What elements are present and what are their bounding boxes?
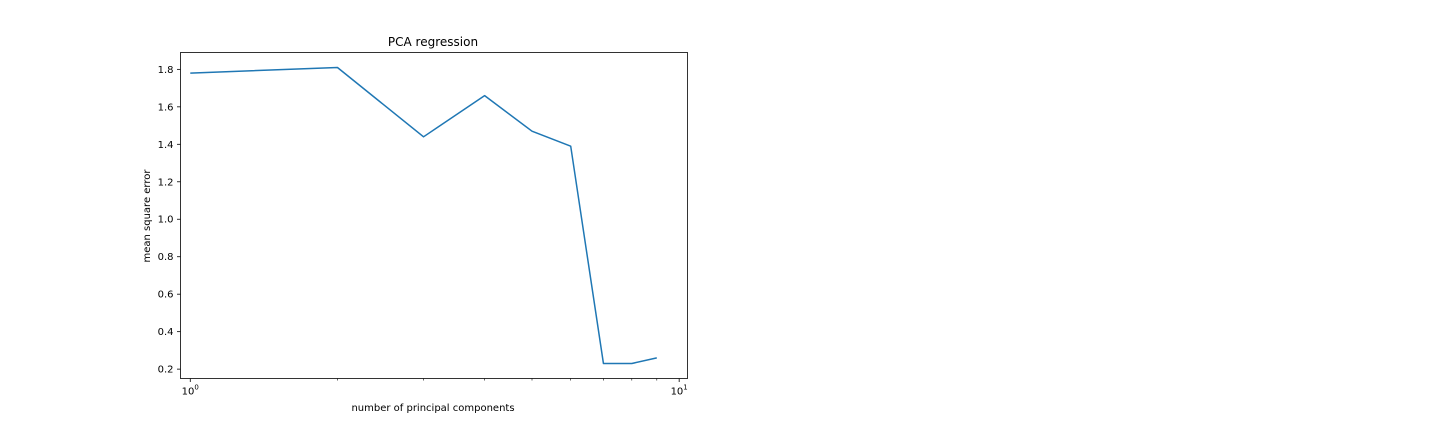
y-tick-label: 0.4	[158, 327, 174, 338]
y-axis-label: mean square error	[142, 169, 153, 263]
plot-area-frame	[180, 52, 688, 379]
x-tick-label: 100	[182, 384, 199, 398]
y-tick-label: 1.0	[158, 215, 174, 226]
x-axis-label: number of principal components	[351, 403, 514, 414]
series-line-mse	[190, 66, 657, 365]
y-tick-label: 1.6	[158, 102, 174, 113]
y-tick-label: 1.2	[158, 177, 174, 188]
y-tick-label: 0.6	[158, 290, 174, 301]
x-tick-label: 101	[671, 384, 688, 398]
chart-title: PCA regression	[388, 35, 478, 49]
y-tick-label: 1.4	[158, 140, 174, 151]
y-axis-ticks: 0.2 0.4 0.6 0.8 1.0 1.2 1.4 1.6 1.8	[158, 65, 181, 376]
y-tick-label: 0.2	[158, 365, 174, 376]
y-tick-label: 0.8	[158, 252, 174, 263]
x-axis-ticks: 100 101	[182, 378, 688, 398]
y-tick-label: 1.8	[158, 65, 174, 76]
